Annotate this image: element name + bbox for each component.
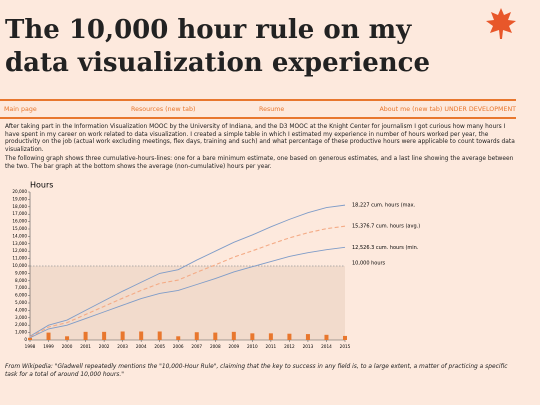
x-tick-label: 1999 [43, 344, 54, 349]
x-tick-label: 2007 [191, 344, 202, 349]
bar [213, 332, 218, 340]
x-tick-label: 2014 [321, 344, 332, 349]
bar [46, 332, 51, 340]
chart: Hours 10,000 hours 0 1,000 2,000 3,000 4,000 5… [12, 181, 420, 350]
y-tick-label: 18,000 [12, 204, 27, 209]
bar [176, 336, 181, 340]
x-tick-label: 2003 [117, 344, 128, 349]
y-tick-label: 4,000 [15, 307, 27, 312]
series-end-label: 15,376.7 cum. hours (avg.) [352, 224, 420, 230]
bar [343, 335, 347, 340]
logo [486, 8, 516, 39]
y-tick-label: 17,000 [12, 211, 27, 216]
series-end-label: 12,526.3 cum. hours (min. [352, 245, 419, 251]
bar [250, 333, 255, 340]
bar [65, 336, 70, 340]
y-tick-label: 19,000 [12, 196, 27, 201]
x-tick-label: 2009 [228, 344, 239, 349]
nav-link[interactable]: About me (new tab) UNDER DEVELOPMENT [379, 106, 516, 113]
y-tick-label: 3,000 [15, 315, 27, 320]
x-tick-label: 2008 [210, 344, 221, 349]
nav-bar: Main page Resources (new tab) Resume Abo… [0, 99, 516, 119]
x-tick-label: 2002 [99, 344, 110, 349]
y-tick-label: 1,000 [15, 330, 27, 335]
bar [324, 334, 329, 340]
x-tick-label: 2012 [284, 344, 295, 349]
y-tick-label: 2,000 [15, 322, 27, 327]
bar [139, 331, 144, 340]
y-tick-label: 5,000 [15, 300, 27, 305]
y-tick-label: 13,000 [12, 241, 27, 246]
x-tick-label: 2010 [247, 344, 258, 349]
x-tick-label: 2001 [80, 344, 91, 349]
y-tick-label: 16,000 [12, 219, 27, 224]
y-tick-label: 9,000 [15, 270, 27, 275]
nav-link[interactable]: Resume [259, 106, 285, 113]
bar [102, 331, 107, 340]
series-line [29, 204, 346, 337]
x-tick-label: 2011 [266, 344, 277, 349]
x-tick-label: 2006 [173, 344, 184, 349]
y-tick-label: 14,000 [12, 233, 27, 238]
series-end-label: 18,227 cum. hours (max. [352, 203, 416, 209]
bar [305, 334, 310, 340]
y-tick-label: 11,000 [12, 256, 27, 261]
x-tick-label: 2000 [62, 344, 73, 349]
y-tick-label: 8,000 [15, 278, 27, 283]
nav-link[interactable]: Resources (new tab) [131, 106, 196, 113]
reference-label: 10,000 hours [352, 261, 386, 267]
bar [157, 331, 162, 340]
x-tick-label: 2005 [154, 344, 165, 349]
y-tick-label: 7,000 [15, 285, 27, 290]
y-tick-label: 6,000 [15, 293, 27, 298]
y-tick-label: 12,000 [12, 248, 27, 253]
series-line [29, 246, 346, 339]
reference-shade [30, 266, 345, 340]
bar [268, 333, 273, 340]
x-tick-label: 1998 [25, 344, 36, 349]
y-tick-label: 20,000 [12, 189, 27, 194]
bar [120, 331, 125, 340]
bar [28, 337, 32, 340]
footer-quote: From Wikipedia: "Gladwell repeatedly men… [5, 364, 508, 378]
y-tick-label: 10,000 [12, 263, 27, 268]
bar [83, 331, 88, 340]
x-tick-label: 2013 [303, 344, 314, 349]
series-line [29, 225, 346, 338]
bar [231, 331, 236, 340]
y-tick-label: 0 [24, 337, 27, 342]
x-tick-label: 2015 [340, 344, 351, 349]
x-tick-label: 2004 [136, 344, 147, 349]
nav-link[interactable]: Main page [4, 106, 37, 113]
paragraph: The following graph shows three cumulati… [5, 156, 514, 170]
paragraph: After taking part in the Information Vis… [5, 124, 515, 153]
y-tick-label: 15,000 [12, 226, 27, 231]
page-title: The 10,000 hour rule on my data visualiz… [5, 15, 431, 78]
bar [194, 332, 199, 340]
y-axis-label: Hours [30, 181, 53, 190]
bar [287, 333, 292, 340]
